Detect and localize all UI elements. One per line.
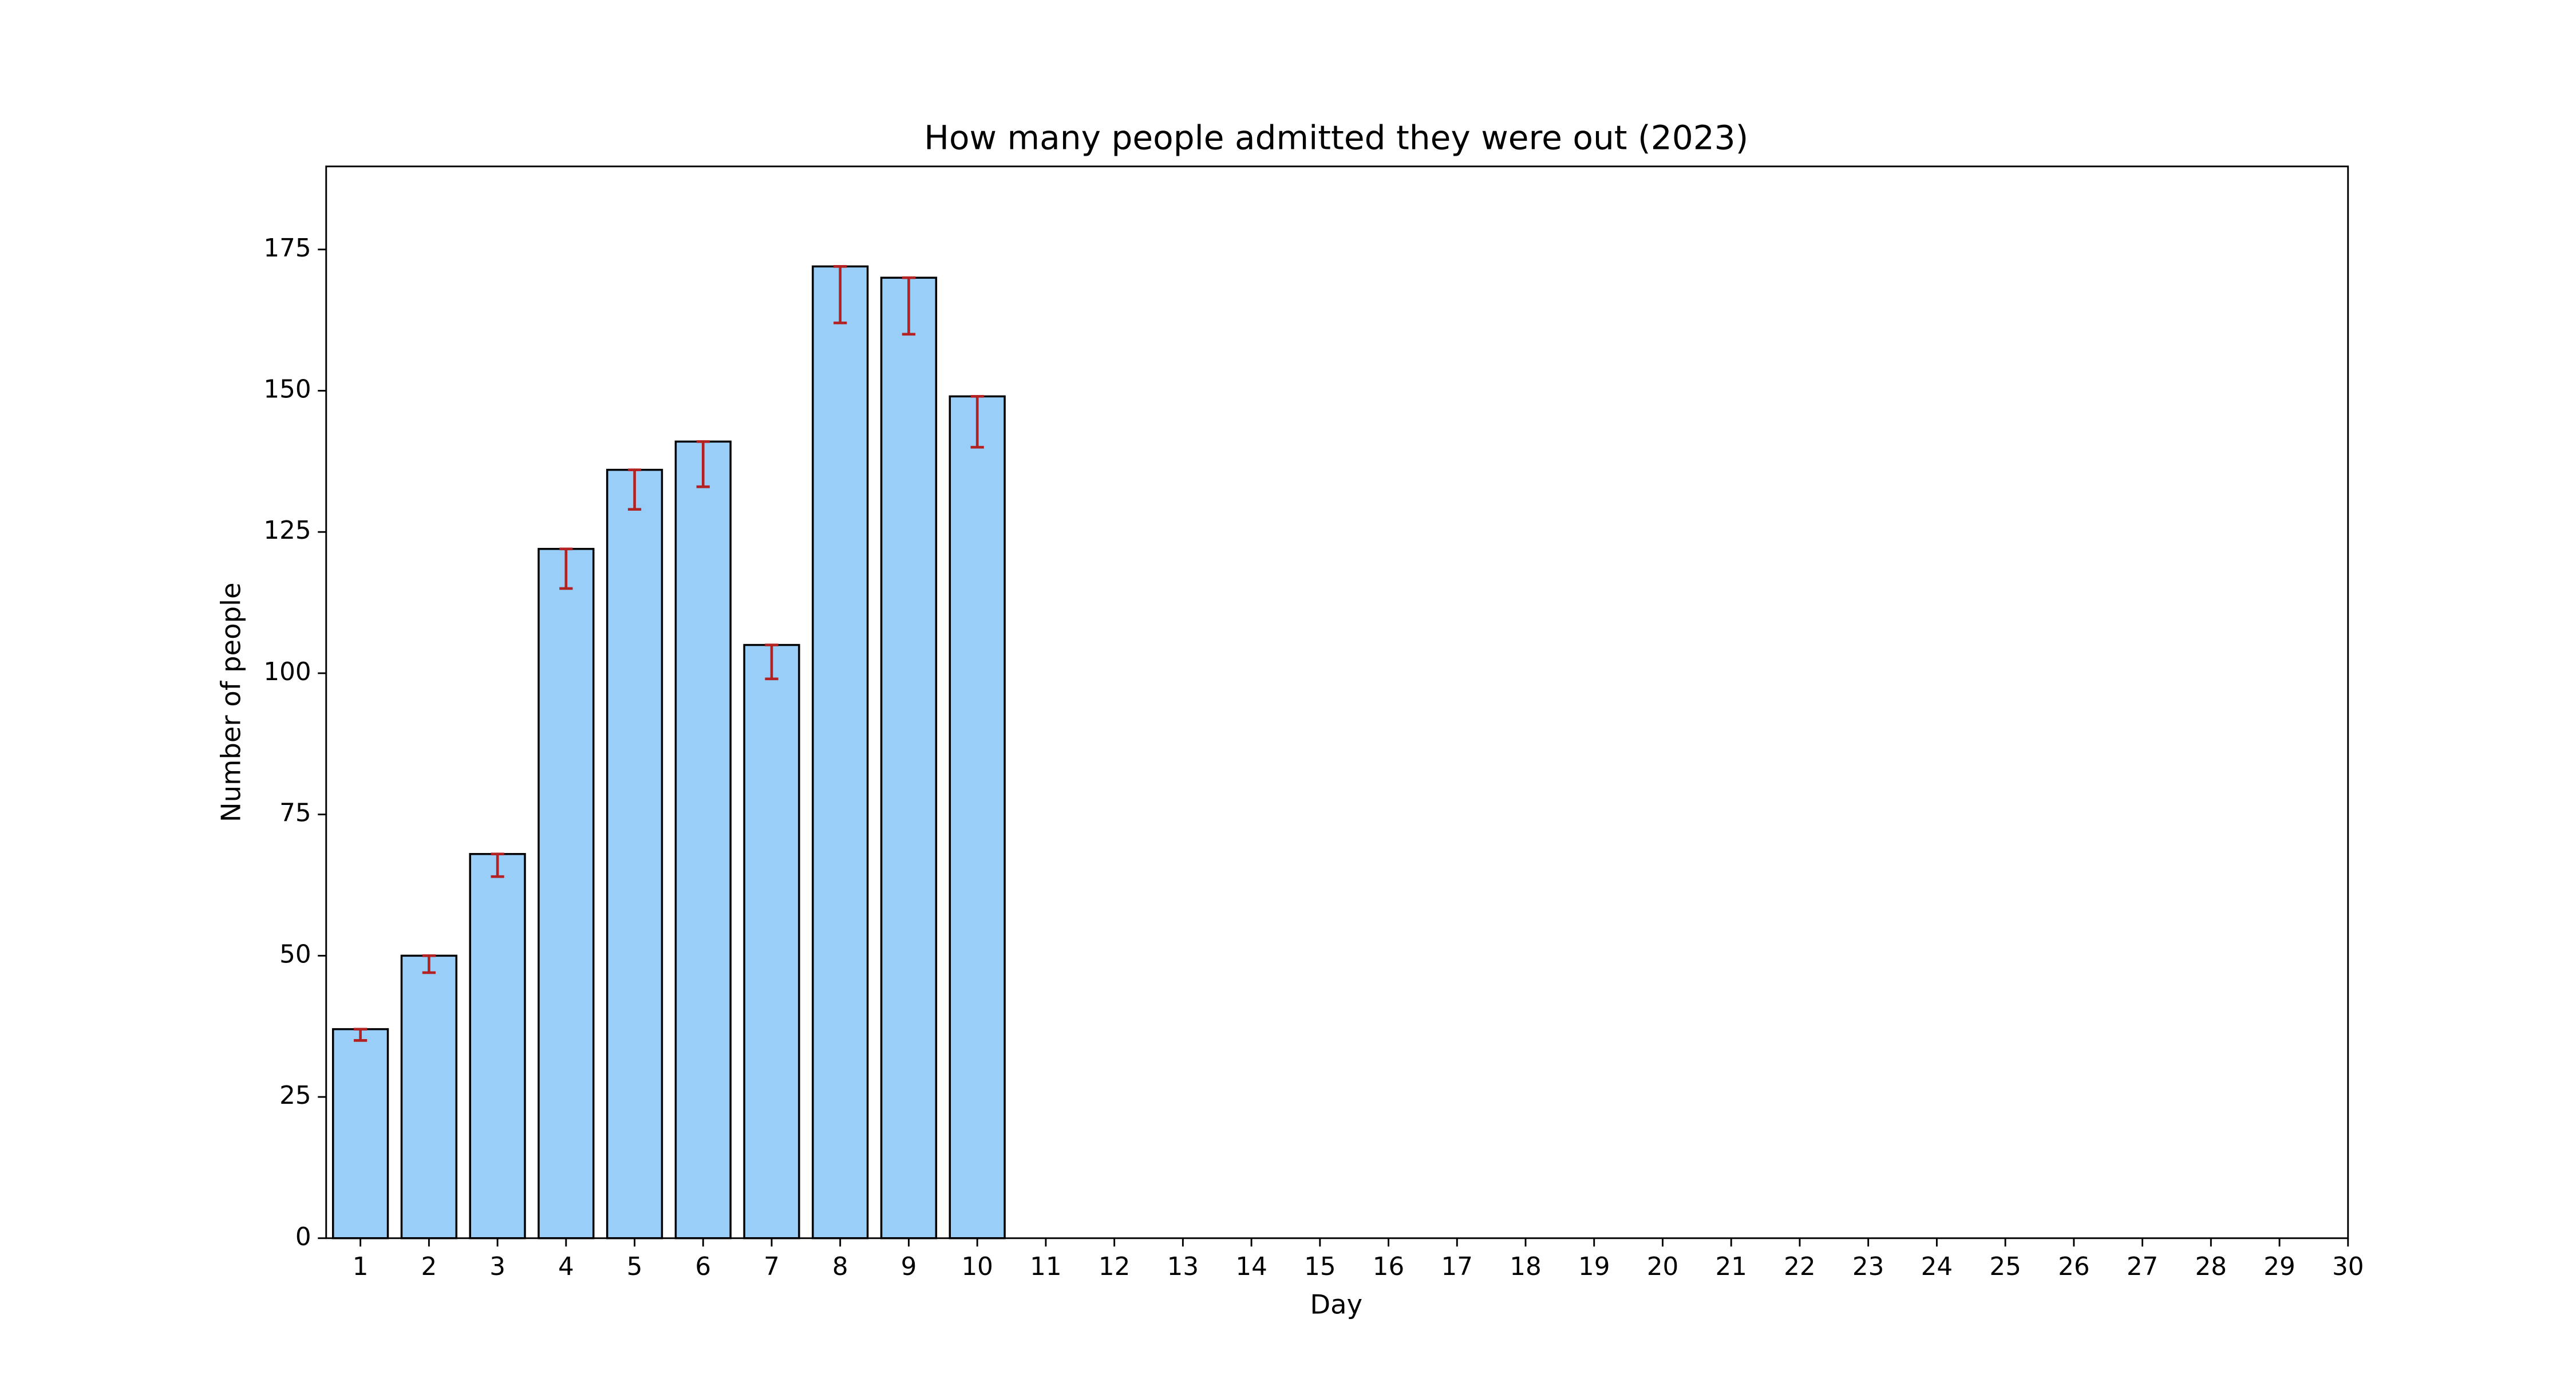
x-tick-label: 15: [1304, 1253, 1336, 1281]
x-axis-label: Day: [1310, 1289, 1362, 1320]
bar: [949, 395, 1006, 1239]
x-tick-label: 14: [1235, 1253, 1267, 1281]
bar: [743, 643, 800, 1239]
x-tick-label: 30: [2332, 1253, 2364, 1281]
error-bar: [559, 547, 573, 590]
x-tick-label: 28: [2195, 1253, 2227, 1281]
x-tick-label: 25: [1989, 1253, 2021, 1281]
x-tick-label: 20: [1647, 1253, 1678, 1281]
x-tick-label: 6: [695, 1253, 711, 1281]
x-tick-label: 16: [1373, 1253, 1404, 1281]
error-bar: [491, 852, 504, 878]
x-tick-label: 26: [2058, 1253, 2089, 1281]
x-tick-label: 11: [1030, 1253, 1061, 1281]
y-tick-label: 25: [279, 1081, 311, 1110]
x-tick-label: 8: [832, 1253, 848, 1281]
x-tick-label: 13: [1167, 1253, 1199, 1281]
x-tick-label: 18: [1510, 1253, 1541, 1281]
y-tick-label: 150: [263, 375, 311, 404]
y-tick-label: 175: [263, 234, 311, 263]
error-bar: [696, 440, 710, 488]
bar: [400, 954, 457, 1239]
x-tick-label: 24: [1921, 1253, 1953, 1281]
error-bar: [354, 1028, 368, 1042]
x-tick-label: 2: [421, 1253, 437, 1281]
x-tick-label: 12: [1099, 1253, 1130, 1281]
y-tick-label: 75: [279, 799, 311, 828]
error-bar: [422, 954, 436, 974]
y-tick-label: 0: [295, 1223, 311, 1251]
x-tick-label: 21: [1715, 1253, 1747, 1281]
x-tick-label: 5: [627, 1253, 643, 1281]
bar: [606, 468, 663, 1239]
x-tick-label: 29: [2263, 1253, 2295, 1281]
x-tick-label: 1: [353, 1253, 369, 1281]
x-tick-label: 7: [764, 1253, 780, 1281]
error-bar: [902, 276, 916, 336]
y-tick-label: 50: [279, 940, 311, 969]
y-axis-label: Number of people: [215, 582, 246, 822]
x-tick-label: 27: [2127, 1253, 2158, 1281]
x-tick-label: 19: [1578, 1253, 1610, 1281]
x-tick-label: 9: [901, 1253, 917, 1281]
x-tick-label: 4: [558, 1253, 574, 1281]
x-tick-label: 3: [489, 1253, 505, 1281]
error-bar: [627, 468, 642, 511]
bar: [538, 548, 595, 1239]
error-bar: [970, 395, 984, 449]
error-bar: [765, 643, 779, 681]
bar: [331, 1028, 389, 1239]
x-tick-label: 17: [1441, 1253, 1473, 1281]
bar: [674, 440, 732, 1239]
error-bar: [833, 265, 847, 325]
plot-frame: [325, 165, 2349, 1239]
x-tick-label: 23: [1852, 1253, 1884, 1281]
y-tick-label: 100: [263, 658, 311, 686]
y-tick-label: 125: [263, 516, 311, 545]
bar: [812, 265, 869, 1239]
x-tick-label: 10: [961, 1253, 993, 1281]
bar: [880, 277, 938, 1239]
bar: [469, 852, 526, 1239]
chart-title: How many people admitted they were out (…: [924, 118, 1748, 157]
x-tick-label: 22: [1784, 1253, 1815, 1281]
